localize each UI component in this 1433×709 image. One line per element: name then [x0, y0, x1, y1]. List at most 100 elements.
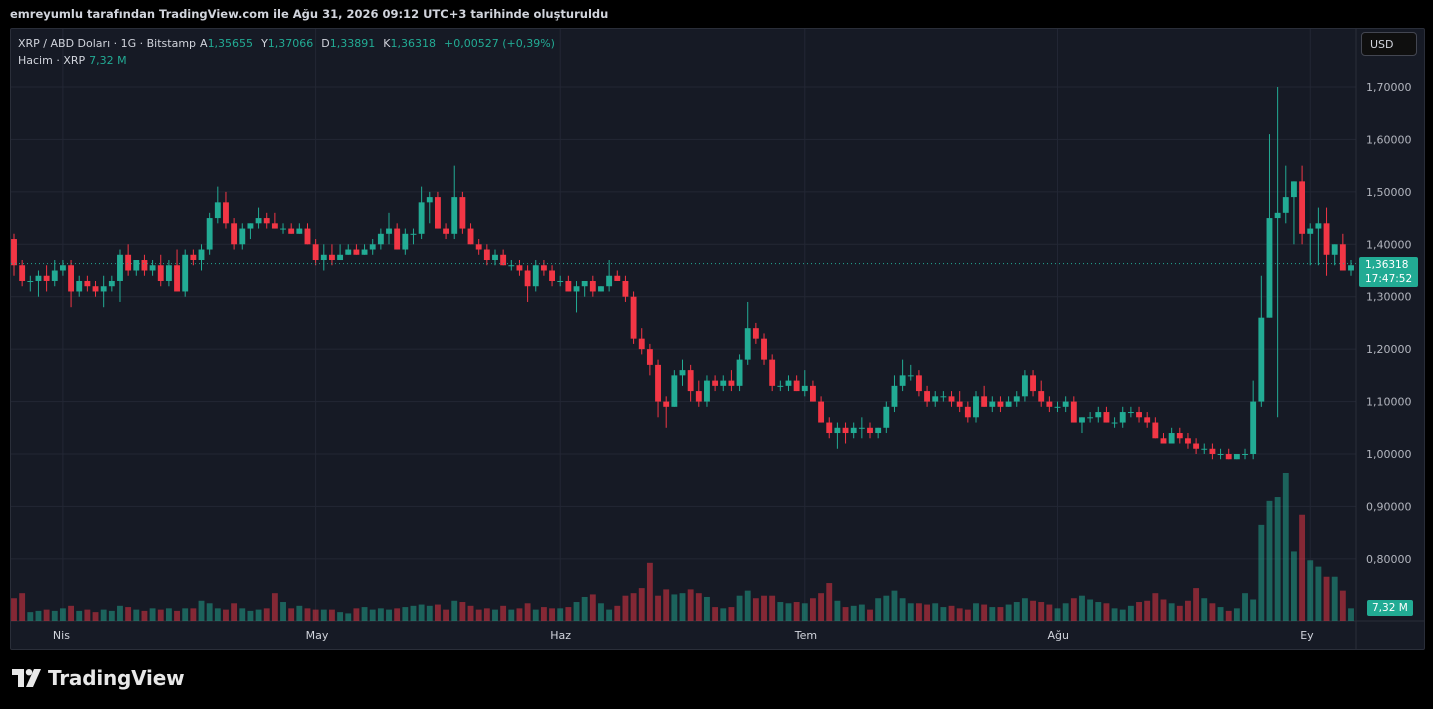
- candle-body: [769, 359, 776, 386]
- candle-body: [475, 244, 482, 250]
- volume-bar: [1095, 602, 1102, 621]
- candle-body: [761, 338, 767, 360]
- candle-body: [1144, 417, 1151, 423]
- candlestick-chart[interactable]: 1,70000 1,60000 1,50000 1,40000 1,30000 1,200…: [11, 29, 1424, 649]
- volume-bar: [51, 610, 58, 621]
- candle-body: [704, 380, 710, 402]
- volume-bar: [598, 603, 604, 621]
- volume-bar: [141, 610, 148, 621]
- candle-body: [402, 233, 409, 250]
- candle-body: [1193, 443, 1200, 449]
- volume-bar: [573, 602, 580, 621]
- volume-bar: [312, 609, 319, 621]
- volume-bar: [157, 609, 164, 621]
- candle-body: [646, 349, 653, 365]
- volume-bar: [532, 609, 539, 621]
- candle-body: [483, 249, 490, 261]
- volume-bar: [165, 608, 172, 621]
- candle-body: [1242, 454, 1248, 455]
- volume-bar: [1038, 602, 1045, 621]
- candle-body: [410, 233, 417, 235]
- volume-bar: [1144, 600, 1151, 621]
- candle-body: [875, 427, 882, 434]
- volume-bar: [296, 605, 303, 621]
- candle-body: [581, 280, 588, 287]
- volume-bar: [377, 608, 384, 621]
- candle-body: [924, 391, 931, 402]
- volume-bar: [565, 607, 572, 621]
- volume-bar: [1119, 609, 1126, 621]
- volume-bar: [940, 607, 947, 621]
- volume-bar: [353, 608, 360, 621]
- volume-bar: [369, 609, 376, 621]
- change-value: +0,00527 (+0,39%): [444, 37, 555, 50]
- candle-body: [443, 228, 450, 234]
- candle-body: [1290, 181, 1297, 198]
- candle-body: [1070, 401, 1077, 423]
- candle-body: [1087, 417, 1094, 419]
- candle-body: [1315, 223, 1322, 229]
- volume-bar: [1323, 576, 1330, 621]
- candle-body: [785, 380, 792, 386]
- volume-bar: [915, 603, 922, 621]
- volume-bar: [288, 608, 295, 621]
- volume-bar: [1111, 608, 1118, 621]
- candle-body: [51, 270, 58, 281]
- volume-bar: [76, 610, 83, 621]
- candle-body: [1095, 412, 1102, 418]
- candle-body: [1348, 265, 1354, 271]
- y-tick-label: 1,30000: [1366, 291, 1412, 304]
- chart-panel[interactable]: 1,70000 1,60000 1,50000 1,40000 1,30000 1,200…: [10, 28, 1425, 650]
- volume-bar: [43, 609, 50, 621]
- volume-bar: [581, 596, 588, 621]
- candle-body: [133, 260, 140, 271]
- y-tick-label: 1,50000: [1366, 186, 1412, 199]
- candle-body: [948, 396, 955, 402]
- current-volume-label: 7,32 M: [1367, 600, 1413, 616]
- open-value: 1,35655: [207, 37, 254, 50]
- candle-body: [1160, 438, 1167, 444]
- volume-bar: [826, 583, 833, 621]
- volume-bar: [1225, 610, 1232, 621]
- candle-body: [361, 249, 368, 255]
- candle-body: [1176, 433, 1183, 439]
- candle-body: [720, 380, 727, 386]
- candle-body: [663, 401, 670, 407]
- volume-bar: [214, 608, 221, 621]
- candle-body: [1168, 433, 1175, 444]
- volume-bar: [899, 598, 906, 621]
- candle-body: [337, 254, 344, 261]
- volume-bar: [989, 607, 996, 621]
- symbol-info[interactable]: XRP / ABD Doları · 1G · Bitstamp: [18, 37, 197, 50]
- candle-body: [1201, 448, 1208, 450]
- volume-bar: [801, 603, 808, 621]
- volume-bar: [1160, 599, 1167, 621]
- candle-body: [1258, 317, 1265, 402]
- volume-bar: [198, 600, 205, 621]
- volume-bar: [997, 607, 1004, 621]
- volume-bar: [932, 603, 939, 621]
- currency-button[interactable]: USD: [1361, 32, 1417, 56]
- volume-bar: [223, 609, 229, 621]
- volume-label[interactable]: Hacim · XRP: [18, 54, 86, 67]
- volume-bar: [720, 608, 727, 621]
- candle-body: [989, 401, 996, 407]
- volume-bar: [785, 603, 792, 621]
- volume-bar: [516, 608, 523, 621]
- current-price-label: 1,36318 17:47:52: [1359, 257, 1419, 287]
- volume-bar: [1136, 602, 1142, 621]
- candle-body: [1282, 197, 1289, 213]
- volume-bar: [451, 600, 458, 621]
- candle-body: [1209, 448, 1216, 454]
- candle-body: [467, 228, 474, 245]
- volume-bar: [549, 608, 555, 621]
- volume-bar: [1079, 595, 1085, 621]
- volume-bar: [108, 610, 115, 621]
- volume-bar: [1307, 560, 1314, 621]
- volume-bar: [679, 593, 686, 621]
- volume-bar: [304, 608, 311, 621]
- candle-body: [736, 359, 743, 386]
- x-tick-label: May: [306, 629, 329, 642]
- volume-bar: [483, 608, 490, 621]
- volume-bar: [1274, 497, 1281, 621]
